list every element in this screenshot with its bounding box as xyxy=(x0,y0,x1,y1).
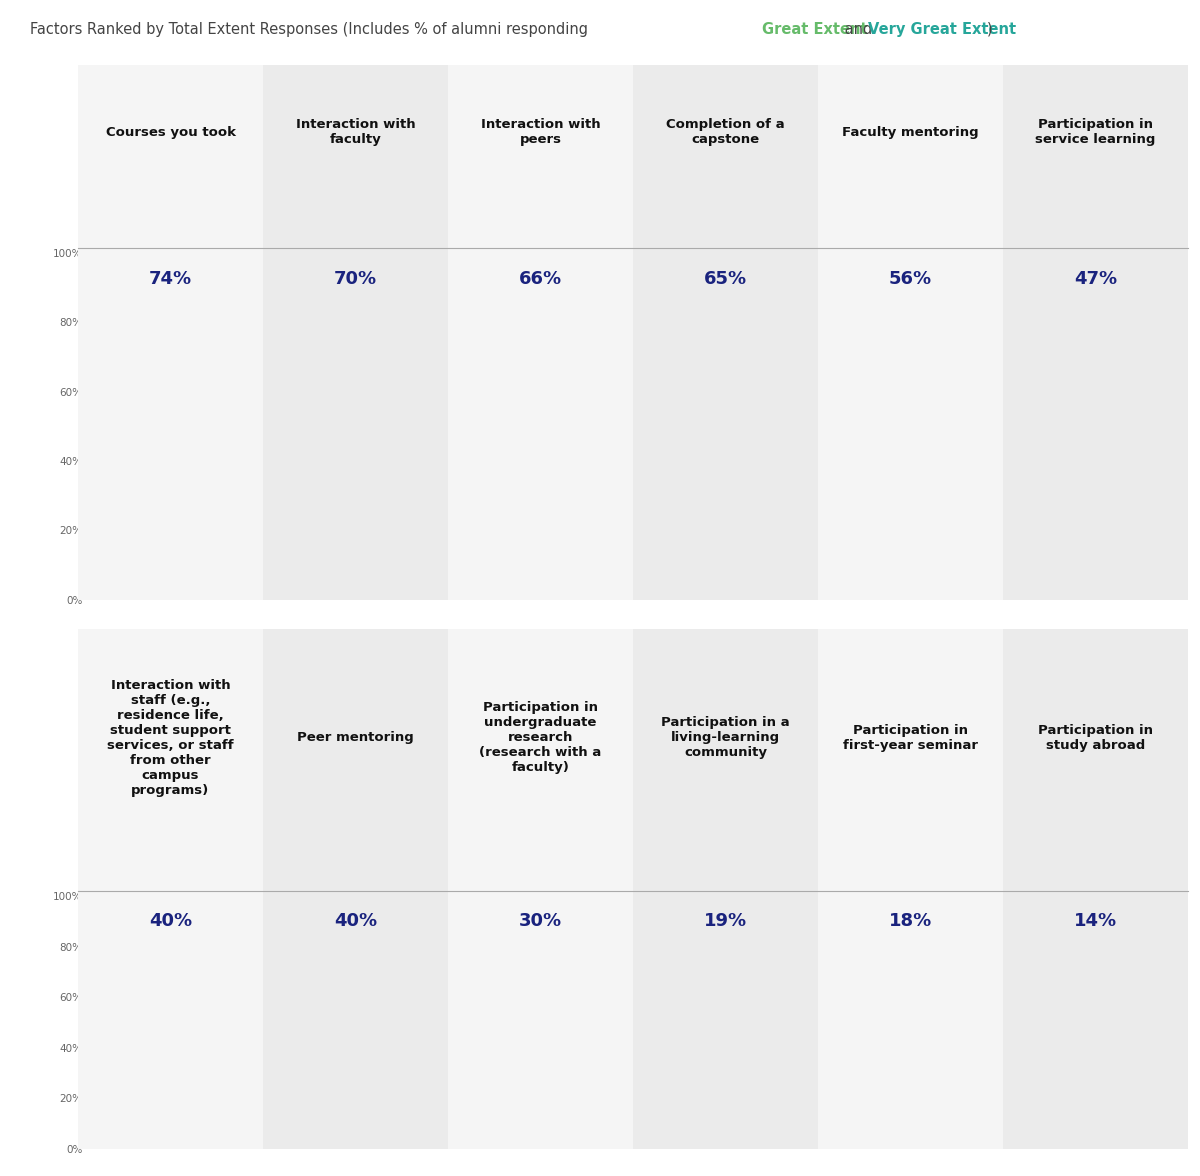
Text: 40%: 40% xyxy=(149,911,192,930)
Text: Faculty mentoring: Faculty mentoring xyxy=(842,126,979,139)
Text: 70%: 70% xyxy=(334,270,377,288)
Bar xyxy=(856,1103,966,1134)
Bar xyxy=(115,454,226,600)
Bar xyxy=(485,482,596,600)
Text: Very Great Extent: Very Great Extent xyxy=(868,22,1015,36)
Bar xyxy=(670,1101,781,1134)
Bar xyxy=(1040,520,1151,600)
Bar xyxy=(670,1134,781,1149)
Bar xyxy=(300,486,410,600)
Text: Factors Ranked by Total Extent Responses (Includes % of alumni responding: Factors Ranked by Total Extent Responses… xyxy=(30,22,593,36)
Text: 74%: 74% xyxy=(149,270,192,288)
Bar xyxy=(485,370,596,482)
Bar xyxy=(485,1074,596,1116)
Text: 14%: 14% xyxy=(1074,911,1117,930)
Text: 19%: 19% xyxy=(704,911,748,930)
Bar xyxy=(856,506,966,600)
Text: Interaction with
faculty: Interaction with faculty xyxy=(295,119,415,146)
Text: Participation in
service learning: Participation in service learning xyxy=(1036,119,1156,146)
Text: Participation in
first-year seminar: Participation in first-year seminar xyxy=(842,724,978,751)
Text: Participation in
undergraduate
research
(research with a
faculty): Participation in undergraduate research … xyxy=(479,701,601,775)
Text: 30%: 30% xyxy=(518,911,562,930)
Text: 66%: 66% xyxy=(518,270,562,288)
Text: 40%: 40% xyxy=(334,911,377,930)
Bar xyxy=(300,358,410,486)
Text: Courses you took: Courses you took xyxy=(106,126,235,139)
Bar xyxy=(1040,436,1151,520)
Text: 47%: 47% xyxy=(1074,270,1117,288)
Bar xyxy=(300,1048,410,1094)
Text: Completion of a
capstone: Completion of a capstone xyxy=(666,119,785,146)
Bar xyxy=(670,374,781,493)
Text: Interaction with
staff (e.g.,
residence life,
student support
services, or staff: Interaction with staff (e.g., residence … xyxy=(107,679,234,797)
Text: 65%: 65% xyxy=(704,270,748,288)
Text: 18%: 18% xyxy=(889,911,932,930)
Bar xyxy=(1040,1114,1151,1142)
Bar xyxy=(485,1116,596,1149)
Bar xyxy=(670,493,781,600)
Bar xyxy=(856,406,966,506)
Text: Participation in
study abroad: Participation in study abroad xyxy=(1038,724,1153,751)
Bar xyxy=(115,1048,226,1096)
Text: Participation in a
living-learning
community: Participation in a living-learning commu… xyxy=(661,716,790,760)
Bar xyxy=(115,343,226,454)
Text: ): ) xyxy=(986,22,992,36)
Text: Peer mentoring: Peer mentoring xyxy=(298,731,414,744)
Bar xyxy=(115,1096,226,1149)
Text: and: and xyxy=(840,22,877,36)
Bar xyxy=(856,1134,966,1149)
Text: Great Extent: Great Extent xyxy=(762,22,868,36)
Text: 56%: 56% xyxy=(889,270,932,288)
Text: Interaction with
peers: Interaction with peers xyxy=(481,119,600,146)
Bar xyxy=(1040,1142,1151,1149)
Bar xyxy=(300,1094,410,1149)
